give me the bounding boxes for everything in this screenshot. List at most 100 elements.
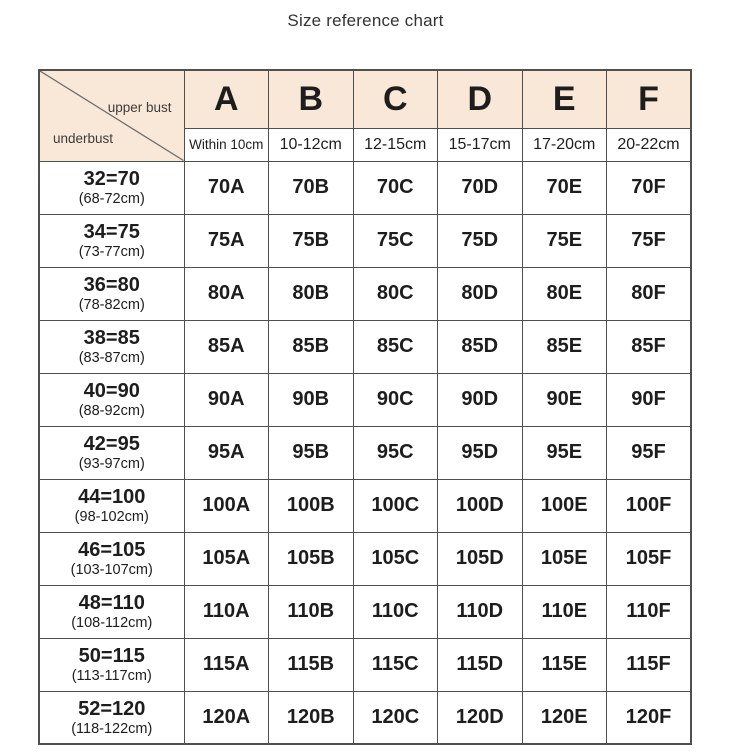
row-cm-range: (88-92cm): [78, 403, 145, 419]
table-row: 44=100 (98-102cm) 100A 100B 100C 100D 100E 100F: [38, 478, 692, 533]
size-cell: 110E: [521, 584, 607, 639]
table-body: 32=70 (68-72cm) 70A 70B 70C 70D 70E 70F 34=75 (73…: [38, 160, 692, 745]
size-cell: 70C: [352, 160, 438, 215]
table-row: 32=70 (68-72cm) 70A 70B 70C 70D 70E 70F: [38, 160, 692, 215]
row-size-equivalence: 50=115: [78, 645, 145, 667]
size-cell: 120F: [606, 690, 692, 745]
column-letter-b: B: [268, 69, 354, 129]
size-cell: 80E: [521, 266, 607, 321]
size-cell: 120A: [183, 690, 269, 745]
size-cell: 75B: [268, 213, 354, 268]
row-size-equivalence: 42=95: [83, 433, 140, 455]
row-cm-range: (78-82cm): [78, 297, 145, 313]
size-cell: 120C: [352, 690, 438, 745]
row-cm-range: (83-87cm): [78, 350, 145, 366]
size-cell: 115F: [606, 637, 692, 692]
row-label: 52=120 (118-122cm): [38, 690, 185, 745]
size-cell: 105A: [183, 531, 269, 586]
size-cell: 110F: [606, 584, 692, 639]
size-cell: 80A: [183, 266, 269, 321]
column-letter-c: C: [352, 69, 438, 129]
size-cell: 90A: [183, 372, 269, 427]
row-label: 38=85 (83-87cm): [38, 319, 185, 374]
column-range-b: 10-12cm: [268, 127, 354, 162]
column-range-c: 12-15cm: [352, 127, 438, 162]
column-letter-e: E: [521, 69, 607, 129]
size-cell: 90C: [352, 372, 438, 427]
row-cm-range: (118-122cm): [71, 720, 153, 737]
size-cell: 80C: [352, 266, 438, 321]
row-cm-range: (108-112cm): [71, 615, 153, 631]
size-cell: 85B: [268, 319, 354, 374]
size-cell: 105E: [521, 531, 607, 586]
row-size-equivalence: 52=120: [78, 697, 146, 720]
size-cell: 100F: [606, 478, 692, 533]
size-cell: 75D: [437, 213, 523, 268]
row-size-equivalence: 36=80: [83, 274, 140, 296]
table-row: 50=115 (113-117cm) 115A 115B 115C 115D 115E 115…: [38, 637, 692, 692]
row-size-equivalence: 44=100: [78, 486, 146, 508]
size-cell: 80B: [268, 266, 354, 321]
row-label: 34=75 (73-77cm): [38, 213, 185, 268]
column-range-e: 17-20cm: [521, 127, 607, 162]
row-size-equivalence: 38=85: [83, 327, 140, 349]
row-cm-range: (73-77cm): [78, 244, 145, 260]
row-cm-range: (98-102cm): [74, 509, 149, 525]
row-cm-range: (68-72cm): [78, 191, 145, 207]
size-cell: 115C: [352, 637, 438, 692]
row-label: 46=105 (103-107cm): [38, 531, 185, 586]
size-cell: 85D: [437, 319, 523, 374]
size-cell: 90E: [521, 372, 607, 427]
column-range-d: 15-17cm: [437, 127, 523, 162]
size-cell: 95F: [606, 425, 692, 480]
table-row: 42=95 (93-97cm) 95A 95B 95C 95D 95E 95F: [38, 425, 692, 480]
size-cell: 95E: [521, 425, 607, 480]
size-cell: 75C: [352, 213, 438, 268]
size-cell: 105C: [352, 531, 438, 586]
row-size-equivalence: 34=75: [83, 221, 140, 243]
table-row: 52=120 (118-122cm) 120A 120B 120C 120D 120E 120…: [38, 690, 692, 745]
size-cell: 70A: [183, 160, 269, 215]
column-letter-f: F: [606, 69, 692, 129]
row-cm-range: (103-107cm): [70, 562, 153, 578]
column-range-a: Within 10cm: [183, 127, 269, 162]
row-cm-range: (93-97cm): [78, 456, 145, 472]
row-label: 32=70 (68-72cm): [38, 160, 185, 215]
size-cell: 95A: [183, 425, 269, 480]
size-cell: 115B: [268, 637, 354, 692]
size-cell: 100E: [521, 478, 607, 533]
size-cell: 100B: [268, 478, 354, 533]
size-cell: 85A: [183, 319, 269, 374]
size-cell: 90F: [606, 372, 692, 427]
row-size-equivalence: 40=90: [83, 380, 140, 402]
row-cm-range: (113-117cm): [71, 668, 152, 684]
size-cell: 90B: [268, 372, 354, 427]
corner-header-cell: upper bust underbust: [38, 69, 185, 162]
size-cell: 110B: [268, 584, 354, 639]
size-cell: 115D: [437, 637, 523, 692]
size-cell: 80D: [437, 266, 523, 321]
table-row: 34=75 (73-77cm) 75A 75B 75C 75D 75E 75F: [38, 213, 692, 268]
column-range-f: 20-22cm: [606, 127, 692, 162]
size-cell: 100D: [437, 478, 523, 533]
size-cell: 95C: [352, 425, 438, 480]
row-label: 50=115 (113-117cm): [38, 637, 185, 692]
corner-upper-bust-label: upper bust: [107, 100, 172, 115]
size-cell: 70F: [606, 160, 692, 215]
column-letter-d: D: [437, 69, 523, 129]
size-cell: 70E: [521, 160, 607, 215]
row-size-equivalence: 46=105: [78, 539, 146, 561]
size-cell: 70B: [268, 160, 354, 215]
size-cell: 100C: [352, 478, 438, 533]
size-cell: 75E: [521, 213, 607, 268]
size-cell: 110D: [437, 584, 523, 639]
size-cell: 110C: [352, 584, 438, 639]
diagonal-divider-line: [40, 71, 184, 161]
size-cell: 110A: [183, 584, 269, 639]
size-cell: 105F: [606, 531, 692, 586]
size-cell: 120E: [521, 690, 607, 745]
row-label: 36=80 (78-82cm): [38, 266, 185, 321]
size-cell: 90D: [437, 372, 523, 427]
size-cell: 105D: [437, 531, 523, 586]
